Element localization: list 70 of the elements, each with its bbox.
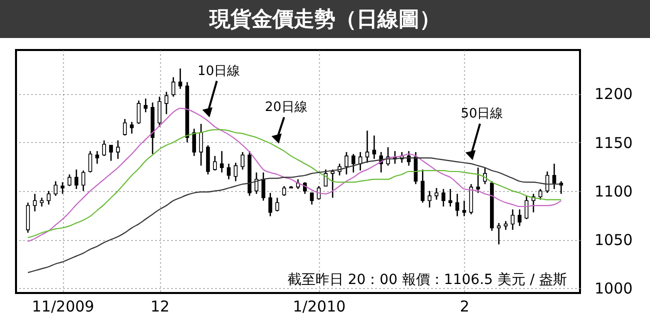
candlestick xyxy=(88,150,92,174)
x-tick-label: 11/2009 xyxy=(32,298,94,316)
candlestick xyxy=(226,163,231,180)
candlestick xyxy=(32,193,37,212)
candlestick xyxy=(372,134,376,160)
candlestick xyxy=(268,192,272,217)
y-tick-label: 1100 xyxy=(594,182,633,200)
x-tick-label: 12 xyxy=(150,298,170,316)
candlestick xyxy=(144,98,148,113)
candlestick xyxy=(109,144,113,162)
candlestick xyxy=(428,190,432,208)
candlestick xyxy=(448,188,452,208)
candlestick xyxy=(54,180,58,196)
candlestick xyxy=(95,150,100,164)
x-tick-label: 2 xyxy=(460,298,470,316)
text: 10日線 xyxy=(198,64,240,79)
y-tick-label: 1050 xyxy=(594,231,633,250)
text: 50日線 xyxy=(460,106,504,122)
y-tick-label: 1150 xyxy=(594,134,633,152)
candlestick xyxy=(442,188,446,208)
y-tick-label: 1000 xyxy=(594,280,633,298)
candlestick xyxy=(68,174,72,187)
candlestick xyxy=(303,182,307,195)
candlestick xyxy=(476,166,480,194)
candlestick xyxy=(518,208,522,227)
candlestick xyxy=(352,153,356,174)
line-series xyxy=(27,129,562,238)
candlestick xyxy=(552,163,556,190)
candlestick xyxy=(462,200,466,217)
candlestick xyxy=(455,193,460,217)
candlestick xyxy=(81,170,86,192)
candlestick xyxy=(213,155,217,172)
chart-title: 現貨金價走勢（日線圖） xyxy=(0,0,650,38)
candlestick xyxy=(234,162,238,182)
line-series xyxy=(27,157,562,274)
candlestick xyxy=(220,150,224,174)
candlestick xyxy=(282,185,286,196)
candlestick xyxy=(60,182,64,195)
candlestick xyxy=(261,172,266,202)
candlestick xyxy=(524,195,528,220)
candlestick xyxy=(102,140,106,157)
candlestick xyxy=(116,140,120,160)
candlestick xyxy=(365,130,370,164)
candlestick xyxy=(136,100,141,125)
candlestick xyxy=(420,168,425,204)
candlestick xyxy=(330,168,335,198)
candlestick xyxy=(178,68,182,90)
candlestick xyxy=(199,123,203,166)
candlestick xyxy=(130,121,134,134)
candlestick xyxy=(254,172,258,195)
annotation: 截至昨日 20：00 報價：1106.5 美元 / 盎斯 xyxy=(287,272,567,288)
candlestick xyxy=(164,91,168,115)
candlestick xyxy=(74,168,78,190)
candlestick xyxy=(483,166,487,185)
candlestick xyxy=(510,208,515,230)
candlestick xyxy=(46,190,51,206)
candlestick xyxy=(275,197,280,212)
candlestick xyxy=(344,151,348,176)
x-tick-label: 1/2010 xyxy=(292,298,346,316)
series-label: 20日線 xyxy=(264,100,308,116)
candlestick xyxy=(158,96,162,128)
y-tick-label: 1200 xyxy=(594,85,633,104)
candlestick xyxy=(538,188,542,200)
candlestick xyxy=(192,128,196,157)
candlestick xyxy=(240,151,244,170)
candlestick xyxy=(496,222,501,246)
candlestick xyxy=(122,118,127,136)
candlestick xyxy=(434,187,438,200)
candlestick xyxy=(171,76,176,98)
candlestick xyxy=(310,192,314,206)
